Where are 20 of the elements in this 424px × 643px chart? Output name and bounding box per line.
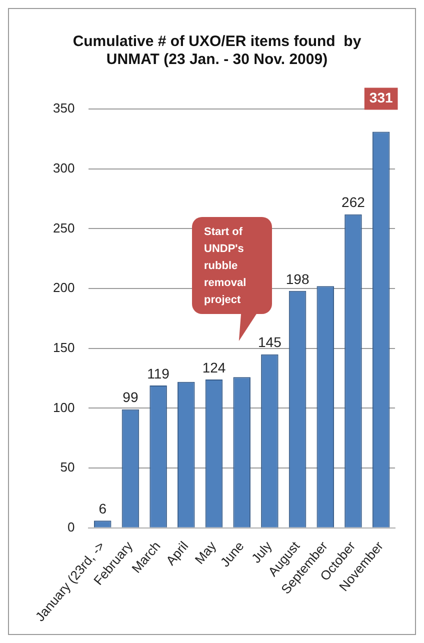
y-tick-label: 0	[67, 519, 75, 534]
text: UNMAT (23 Jan. - 30 Nov. 2009)	[106, 51, 328, 68]
y-tick-label: 50	[60, 460, 75, 475]
y-tick-label: 200	[52, 280, 75, 296]
data-label: 145	[258, 334, 282, 350]
text: Cumulative # of UXO/ER items found by	[72, 33, 362, 50]
annotation: Start of UNDP's rubble removal project	[204, 225, 248, 308]
data-label: 124	[202, 359, 226, 376]
data-label: 262	[342, 194, 366, 210]
x-tick-label: July	[248, 538, 276, 566]
data-label: 331	[369, 90, 393, 106]
data-label: 198	[286, 270, 310, 287]
data-label: 6	[98, 500, 107, 517]
y-tick-label: 250	[52, 220, 75, 236]
data-label: 99	[122, 389, 138, 406]
y-tick-label: 300	[52, 160, 75, 176]
y-tick-label: 100	[52, 400, 75, 415]
data-label: 119	[147, 365, 170, 382]
y-tick-label: 350	[52, 100, 75, 116]
y-tick-label: 150	[52, 340, 75, 355]
